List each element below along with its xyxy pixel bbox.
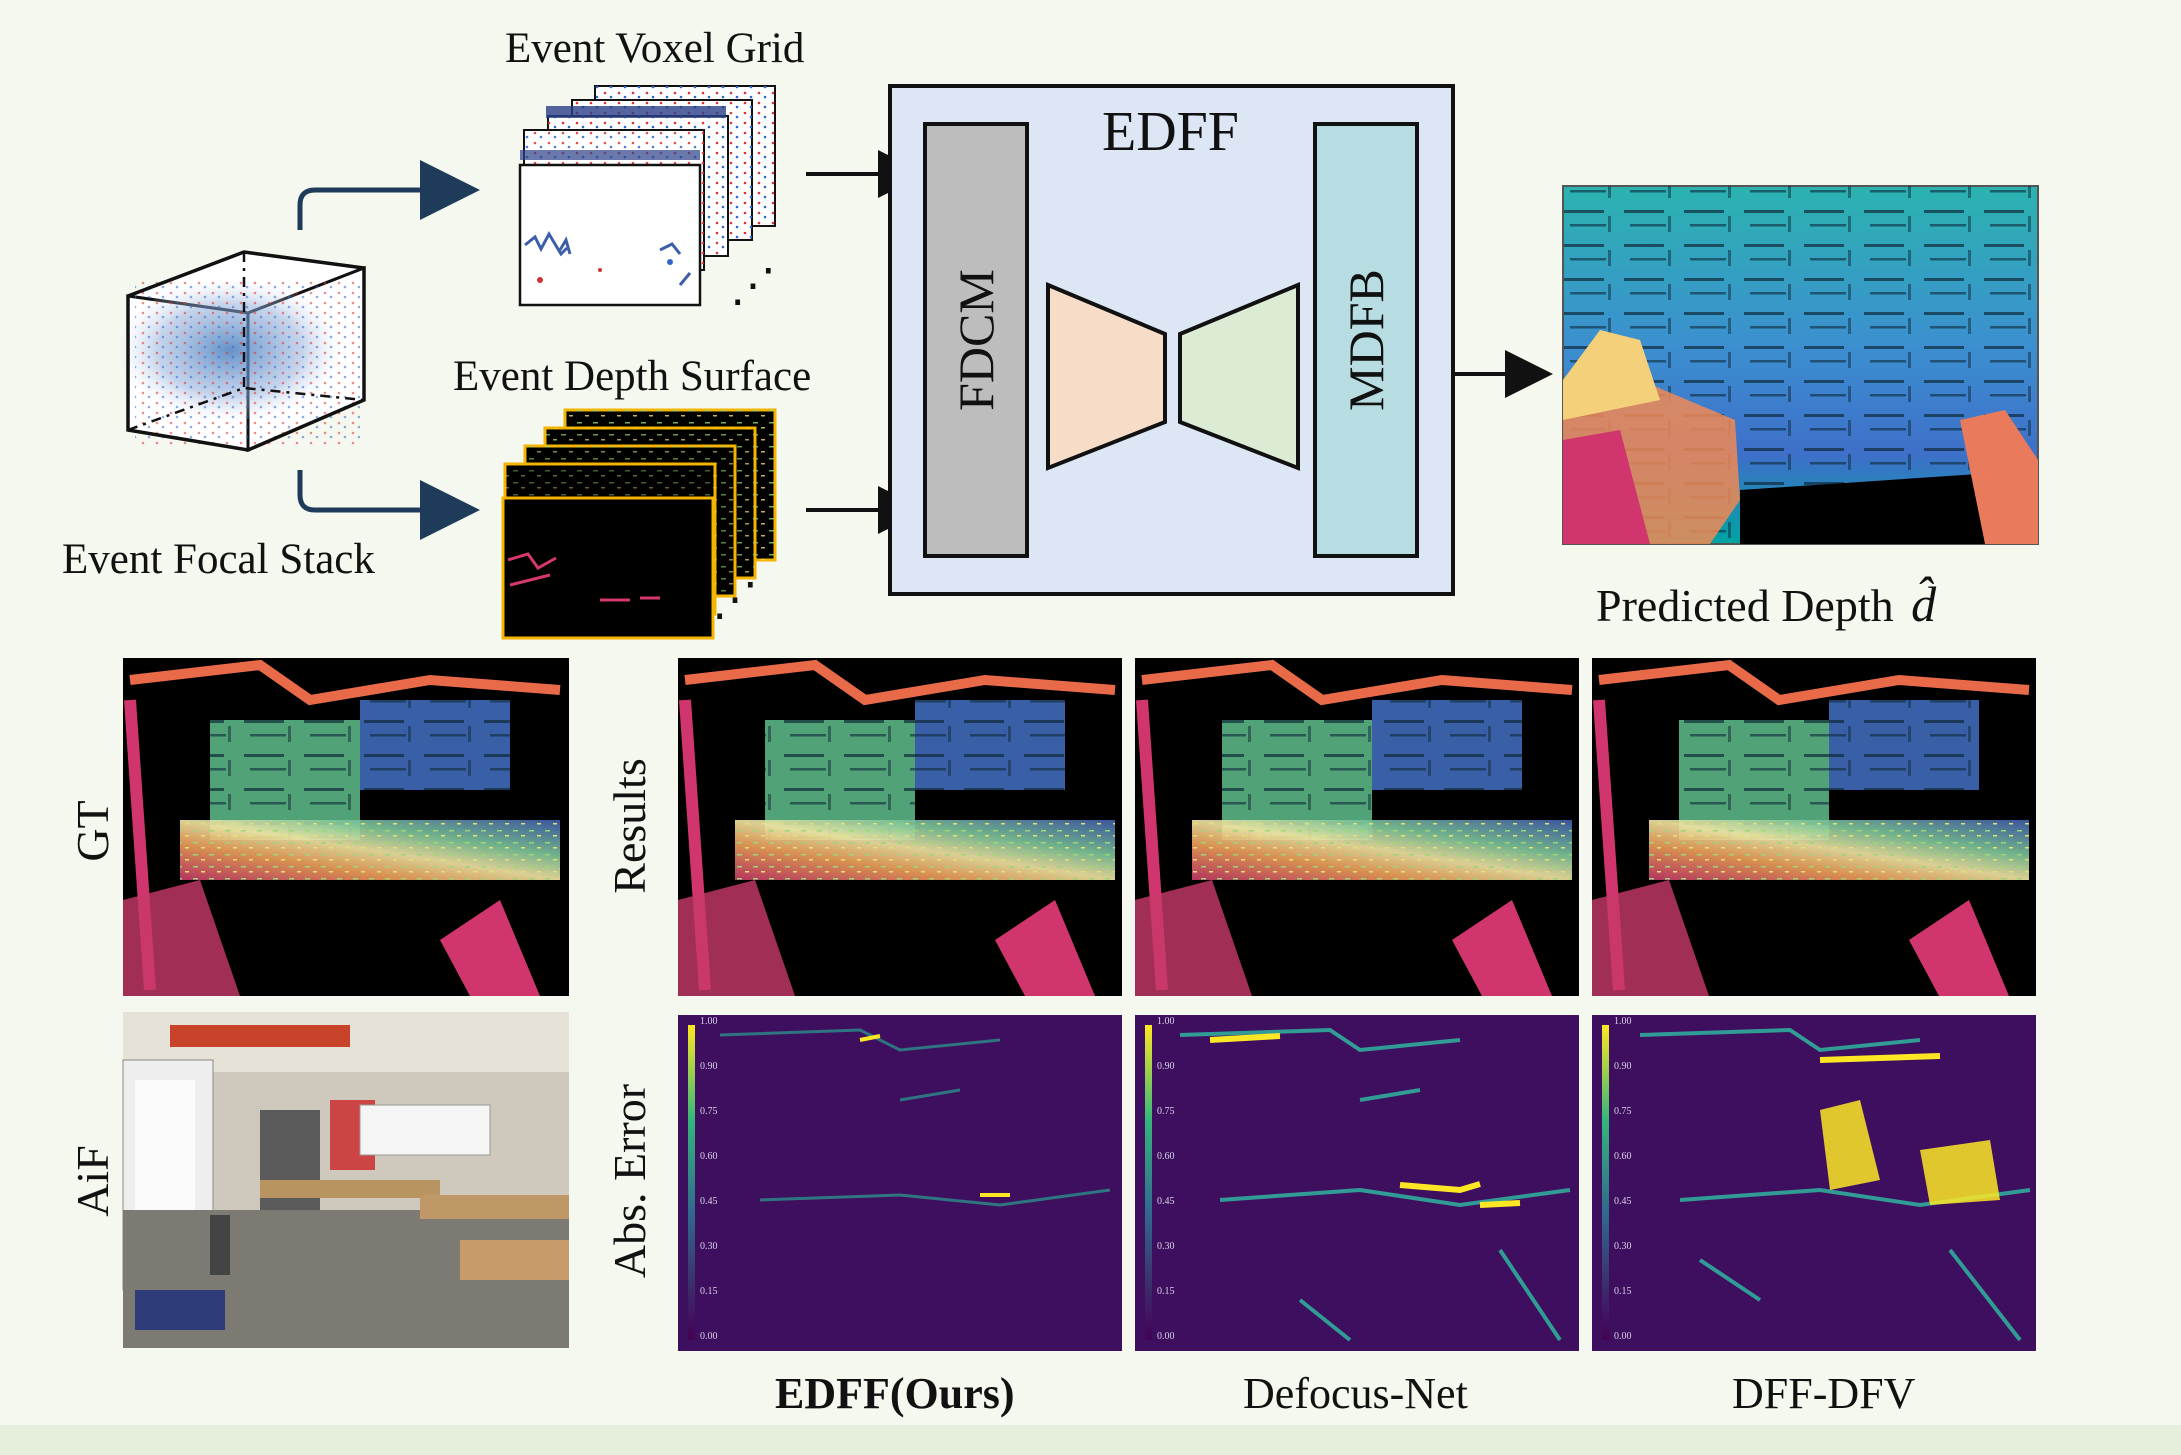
- bottom-band: [0, 1425, 2181, 1455]
- colorbar-tick-label: 1.00: [700, 1016, 718, 1027]
- colorbar-tick-label: 0.45: [1157, 1196, 1175, 1207]
- colorbar-tick-label: 0.00: [1614, 1331, 1632, 1342]
- results-row-label: Results: [604, 758, 655, 894]
- voxel-ellipsis: ⋰: [730, 260, 776, 311]
- method-label-edff: EDFF(Ours): [775, 1369, 1015, 1418]
- aif-image: [122, 1012, 569, 1348]
- fdcm-block: [923, 122, 1029, 558]
- method-label-defocus-net: Defocus-Net: [1243, 1369, 1468, 1418]
- colorbar-tick-label: 0.75: [700, 1106, 718, 1117]
- colorbar-tick-label: 0.15: [1614, 1286, 1632, 1297]
- colorbar-tick-label: 0.30: [700, 1241, 718, 1252]
- arrow-to-voxel: [297, 160, 480, 230]
- gt-row-label: GT: [67, 800, 118, 862]
- colorbar-tick-label: 0.90: [1157, 1061, 1175, 1072]
- predicted-depth-symbol: d̂: [1911, 576, 1937, 632]
- colorbar-tick-label: 0.15: [700, 1286, 718, 1297]
- colorbar-tick-label: 1.00: [1614, 1016, 1632, 1027]
- result-image-defocus-net: [1135, 658, 1579, 996]
- colorbar-tick-label: 0.75: [1157, 1106, 1175, 1117]
- predicted-depth-text: Predicted Depth: [1596, 580, 1894, 631]
- colorbar-tick-label: 0.30: [1614, 1241, 1632, 1252]
- result-image-edff: [678, 658, 1122, 996]
- depth-surface-stack: [501, 408, 777, 640]
- error-map-defocus-net: [1135, 1015, 1579, 1351]
- colorbar-tick-label: 0.15: [1157, 1286, 1175, 1297]
- arrow-to-surface: [297, 470, 480, 540]
- colorbar-tick-label: 0.45: [700, 1196, 718, 1207]
- predicted-depth-image: [1562, 185, 2039, 545]
- colorbar-tick-label: 1.00: [1157, 1016, 1175, 1027]
- voxel-grid-label: Event Voxel Grid: [505, 25, 805, 72]
- colorbar-tick-label: 0.90: [1614, 1061, 1632, 1072]
- mdfb-label: MDFB: [1338, 269, 1394, 411]
- mdfb-block: [1313, 122, 1419, 558]
- gt-image: [123, 658, 569, 996]
- method-label-dff-dfv: DFF-DFV: [1732, 1369, 1916, 1418]
- event-cube-icon: [120, 250, 366, 453]
- colorbar-tick-label: 0.60: [700, 1151, 718, 1162]
- voxel-grid-stack: [518, 85, 776, 307]
- colorbar-tick-label: 0.00: [700, 1331, 718, 1342]
- aif-row-label: AiF: [67, 1145, 118, 1217]
- surface-ellipsis: ⋰: [712, 574, 758, 625]
- fdcm-label: FDCM: [948, 269, 1004, 411]
- colorbar-tick-label: 0.60: [1157, 1151, 1175, 1162]
- error-map-edff: [678, 1015, 1122, 1351]
- predicted-depth-label: Predicted Depth d̂: [1596, 575, 1936, 633]
- result-image-dff-dfv: [1592, 658, 2036, 996]
- depth-surface-label: Event Depth Surface: [453, 353, 812, 400]
- colorbar-tick-label: 0.60: [1614, 1151, 1632, 1162]
- colorbar-tick-label: 0.75: [1614, 1106, 1632, 1117]
- colorbar-tick-label: 0.30: [1157, 1241, 1175, 1252]
- colorbar-tick-label: 0.00: [1157, 1331, 1175, 1342]
- colorbar-tick-label: 0.90: [700, 1061, 718, 1072]
- focal-stack-label: Event Focal Stack: [62, 536, 375, 583]
- encoder-shape: [1046, 281, 1167, 471]
- error-map-dff-dfv: [1592, 1015, 2036, 1351]
- decoder-shape: [1178, 282, 1300, 471]
- edff-title: EDFF: [1102, 101, 1239, 163]
- colorbar-tick-label: 0.45: [1614, 1196, 1632, 1207]
- abs-error-row-label: Abs. Error: [604, 1083, 655, 1279]
